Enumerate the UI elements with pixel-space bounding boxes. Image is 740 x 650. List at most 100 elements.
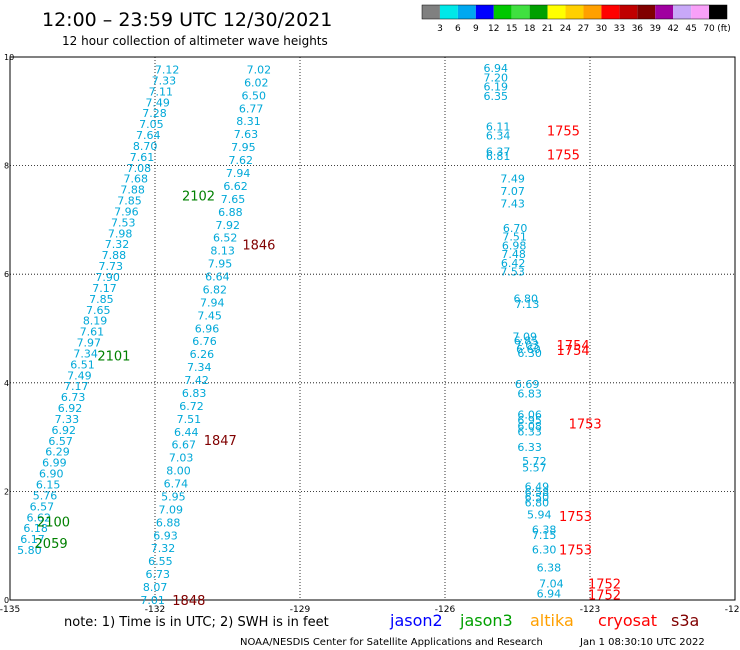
wave-height-point: 6.38 (537, 561, 562, 574)
satellite-legend-altika: altika (530, 611, 574, 630)
color-scale-swatch (583, 5, 602, 19)
color-scale-swatch (691, 5, 710, 19)
wave-height-point: 7.45 (197, 309, 222, 322)
pass-time-label: 1754 (557, 339, 590, 354)
wave-height-point: 6.90 (39, 468, 64, 481)
wave-height-point: 7.34 (73, 347, 98, 360)
wave-height-point: 7.11 (149, 85, 174, 98)
color-scale-tick: 30 (596, 24, 608, 34)
wave-height-point: 7.63 (234, 128, 259, 141)
wave-height-point: 6.94 (484, 62, 509, 75)
wave-height-point: 6.37 (486, 145, 511, 158)
wave-height-point: 7.65 (86, 304, 111, 317)
wave-height-point: 7.13 (515, 298, 540, 311)
wave-height-point: 7.51 (177, 413, 202, 426)
color-scale-tick: 36 (632, 24, 644, 34)
pass-time-label: 1848 (172, 594, 205, 609)
wave-height-point: 6.72 (179, 400, 204, 413)
wave-height-point: 6.98 (502, 239, 527, 252)
wave-height-point: 7.12 (155, 63, 180, 76)
wave-height-point: 6.64 (205, 271, 230, 284)
wave-height-point: 6.55 (148, 555, 173, 568)
wave-height-point: 7.73 (98, 260, 123, 273)
wave-height-point: 7.62 (229, 154, 254, 167)
wave-height-point: 6.80 (525, 496, 550, 509)
wave-height-point: 7.65 (221, 193, 246, 206)
wave-height-point: 6.50 (525, 491, 550, 504)
color-scale-swatch (529, 5, 548, 19)
plot-area: -135-132-129-126-123-1200246810 7.127.33… (0, 53, 740, 615)
color-scale-swatch (457, 5, 476, 19)
satellite-legend-s3a: s3a (671, 611, 699, 630)
pass-time-label: 2100 (37, 515, 70, 530)
wave-height-point: 6.33 (517, 426, 542, 439)
wave-height-point: 6.70 (503, 222, 528, 235)
y-tick-label: 6 (4, 270, 9, 279)
pass-time-labels: 2102 2101 2100 2059 1846 1847 1848 1755 1755 1754… (35, 124, 622, 609)
color-scale-swatch (493, 5, 512, 19)
wave-height-point: 6.88 (218, 206, 243, 219)
wave-height-point: 7.85 (117, 195, 142, 208)
wave-height-point: 6.76 (192, 335, 217, 348)
color-scale-tick: 12 (488, 24, 499, 34)
wave-height-point: 8.00 (166, 465, 191, 478)
wave-height-point: 6.50 (241, 89, 266, 102)
color-scale-swatch (475, 5, 494, 19)
wave-height-point: 7.49 (145, 96, 170, 109)
color-scale-tick: 27 (578, 24, 589, 34)
color-scale-swatch (565, 5, 584, 19)
wave-height-point: 7.53 (111, 216, 136, 229)
wave-height-point: 6.18 (23, 522, 48, 535)
wave-height-point: 6.51 (70, 358, 95, 371)
wave-height-point: 6.58 (525, 486, 550, 499)
wave-height-point: 7.20 (484, 71, 509, 84)
satellite-legend: jason2 jason3 altika cryosat s3a (389, 611, 699, 630)
wave-height-point: 6.95 (517, 414, 542, 427)
color-scale-tick: 6 (455, 24, 461, 34)
chart-title: 12:00 – 23:59 UTC 12/30/2021 (42, 9, 332, 31)
wave-height-point: 6.82 (203, 283, 228, 296)
wave-height-point: 6.38 (532, 523, 557, 536)
wave-height-point: 6.06 (517, 408, 542, 421)
color-scale-swatch (601, 5, 620, 19)
y-tick-label: 2 (4, 487, 9, 496)
wave-height-point: 7.49 (500, 173, 525, 186)
wave-height-point: 5.57 (522, 462, 547, 475)
wave-height-point: 7.33 (55, 413, 80, 426)
wave-height-point: 6.92 (58, 402, 83, 415)
wave-height-point: 6.83 (182, 387, 207, 400)
wave-height-point: 7.94 (226, 167, 251, 180)
pass-time-label: 1755 (547, 149, 580, 164)
wave-height-point: 7.90 (95, 271, 120, 284)
wave-height-point: 6.44 (174, 426, 199, 439)
wave-height-point: 6.88 (156, 516, 181, 529)
grid-lines (10, 57, 735, 600)
wave-height-point: 7.92 (216, 219, 241, 232)
pass-time-label: 1846 (242, 238, 275, 253)
wave-height-point: 7.32 (151, 542, 176, 555)
wave-height-point: 7.88 (102, 249, 127, 262)
wave-height-point: 7.17 (64, 380, 89, 393)
x-tick-label: -126 (435, 605, 456, 615)
wave-height-point: 6.52 (213, 232, 238, 245)
pass-time-label: 1755 (547, 124, 580, 139)
wave-height-point: 6.92 (52, 424, 77, 437)
color-scale-tick: 18 (524, 24, 536, 34)
color-scale-border (421, 4, 728, 20)
color-scale-tick: 42 (667, 24, 678, 34)
color-scale-swatch (547, 5, 566, 19)
wave-height-point: 6.19 (484, 81, 509, 94)
y-tick-label: 10 (4, 53, 14, 62)
wave-height-point: 7.34 (187, 361, 212, 374)
wave-height-points: 7.127.337.117.497.287.057.648.707.617.08… (17, 62, 563, 607)
wave-height-point: 6.29 (45, 446, 70, 459)
color-scale-swatch (673, 5, 692, 19)
wave-height-point: 7.33 (152, 74, 177, 87)
wave-height-point: 6.85 (514, 335, 539, 348)
satellite-legend-jason2: jason2 (389, 611, 443, 630)
wave-height-point: 7.07 (500, 185, 525, 198)
wave-height-point: 6.60 (516, 343, 541, 356)
y-tick-label: 0 (4, 596, 9, 605)
wave-height-point: 6.26 (190, 348, 215, 361)
